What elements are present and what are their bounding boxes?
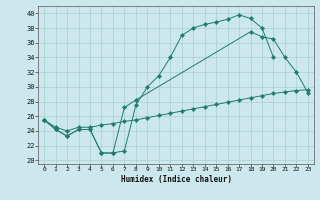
X-axis label: Humidex (Indice chaleur): Humidex (Indice chaleur)	[121, 175, 231, 184]
